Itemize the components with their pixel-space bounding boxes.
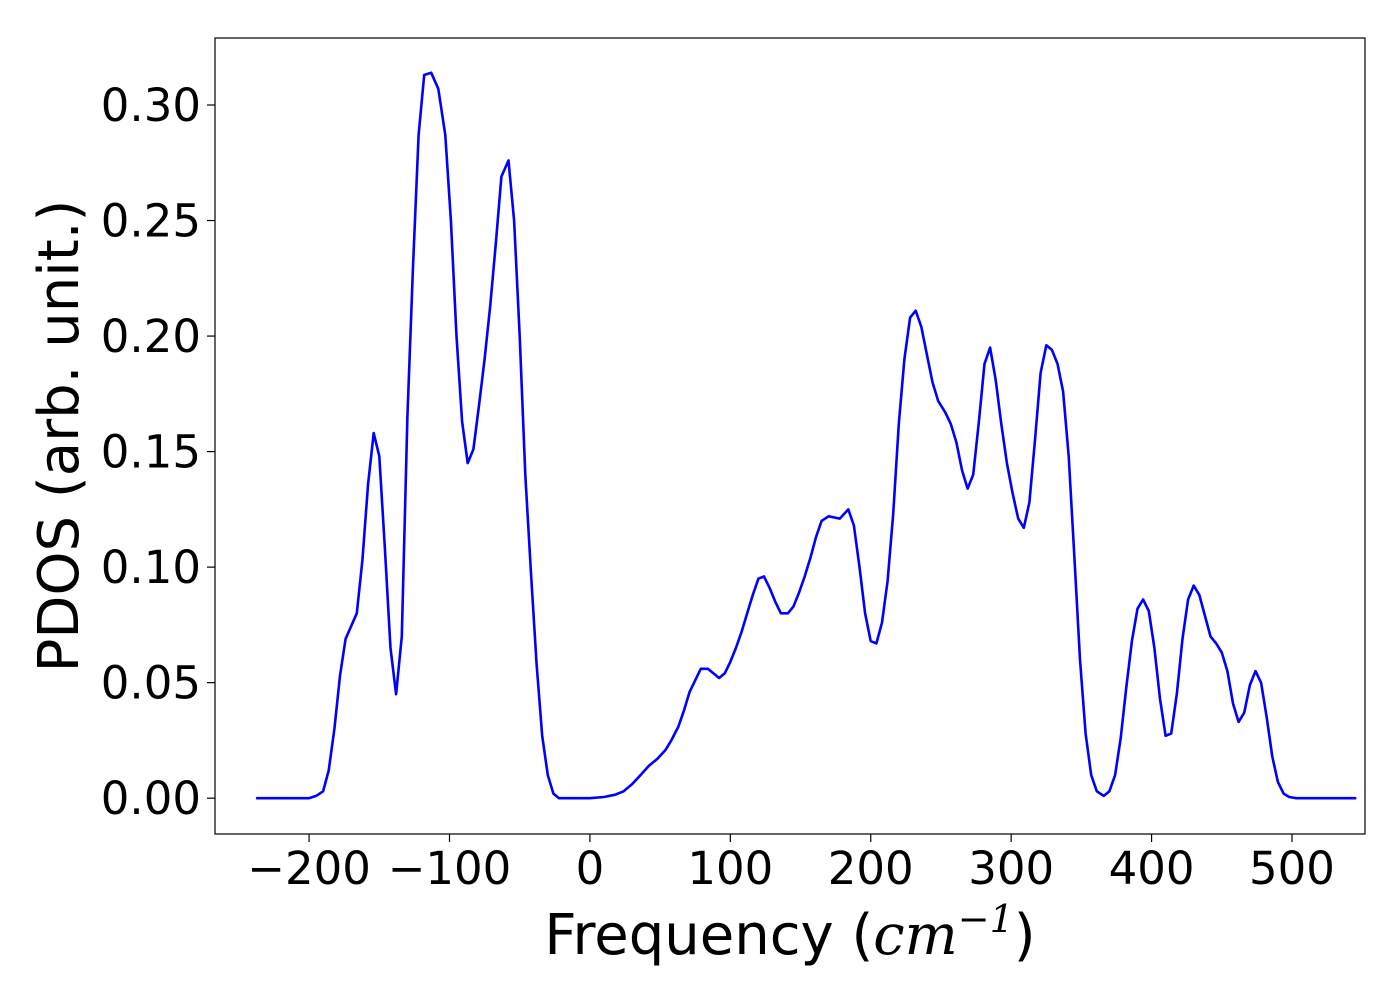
y-tick-label: 0.10 <box>101 541 201 594</box>
x-tick-label: 0 <box>576 842 605 895</box>
x-tick-label: −100 <box>388 842 512 895</box>
y-tick-label: 0.25 <box>101 195 201 248</box>
y-tick-label: 0.30 <box>101 79 201 132</box>
y-tick-label: 0.05 <box>101 657 201 710</box>
y-tick-label: 0.00 <box>101 772 201 825</box>
x-tick-label: 400 <box>1109 842 1195 895</box>
x-axis-ticks: −200 −100 0 100 200 300 400 500 <box>247 834 1335 895</box>
y-tick-label: 0.20 <box>101 310 201 363</box>
x-tick-label: −200 <box>247 842 371 895</box>
y-axis-ticks: 0.00 0.05 0.10 0.15 0.20 0.25 0.30 <box>101 79 215 825</box>
x-tick-label: 300 <box>968 842 1054 895</box>
x-axis-label: Frequency (cm−1) <box>544 897 1035 968</box>
x-tick-label: 500 <box>1249 842 1335 895</box>
plot-frame <box>214 37 1366 835</box>
y-axis-label: PDOS (arb. unit.) <box>27 200 92 673</box>
x-tick-label: 200 <box>828 842 914 895</box>
plot-background <box>215 38 1365 834</box>
x-tick-label: 100 <box>687 842 773 895</box>
pdos-series-line <box>255 71 1357 800</box>
y-tick-label: 0.15 <box>101 426 201 479</box>
